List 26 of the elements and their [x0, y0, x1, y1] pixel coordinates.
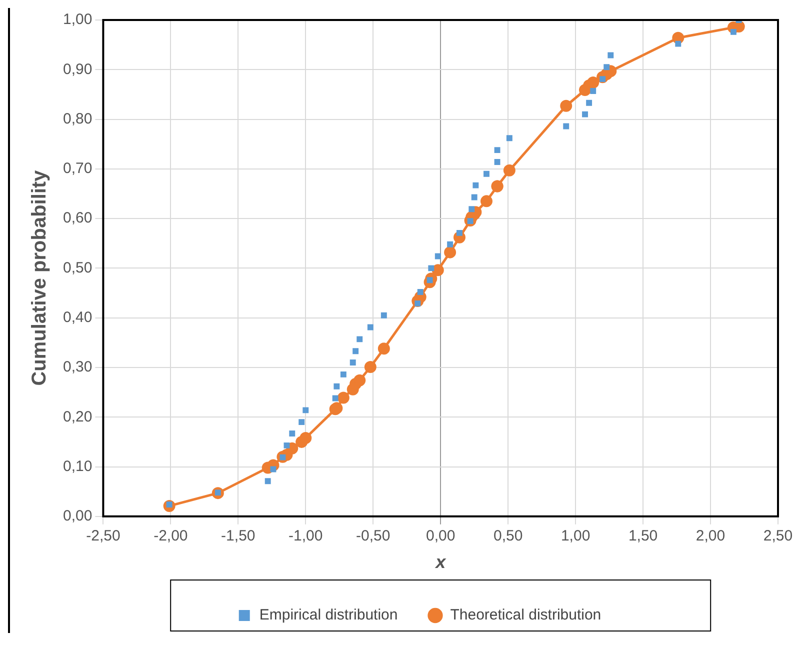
- x-tick-label: -2,00: [154, 528, 188, 545]
- x-tick-label: 2,00: [696, 528, 726, 545]
- y-tick-label: 0,90: [62, 60, 92, 78]
- y-tick-label: 1,00: [62, 11, 92, 28]
- x-tick-label: -1,50: [221, 528, 256, 545]
- y-tick-label: 0,70: [62, 160, 92, 178]
- legend-label: Theoretical distribution: [450, 606, 602, 624]
- y-tick-label: 0,00: [62, 508, 92, 525]
- y-tick-label: 0,50: [62, 259, 92, 276]
- x-tick-label: -1,00: [288, 528, 323, 545]
- x-tick-label: 0,50: [493, 528, 523, 545]
- y-axis-title: Cumulative probability: [28, 170, 52, 386]
- x-tick-label: 2,50: [763, 528, 793, 545]
- legend-label: Empirical distribution: [259, 606, 398, 624]
- y-tick-label: 0,40: [62, 308, 92, 326]
- x-tick-label: -0,50: [356, 528, 390, 545]
- y-tick-label: 0,60: [62, 210, 92, 227]
- x-tick-label: 0,00: [426, 528, 456, 545]
- y-tick-label: 0,30: [62, 358, 92, 376]
- y-tick-label: 0,10: [62, 458, 92, 475]
- x-axis-title: x: [434, 552, 447, 572]
- x-tick-label: 1,50: [628, 528, 658, 545]
- x-tick-label: -2,50: [86, 528, 120, 545]
- x-tick-label: 1,00: [560, 528, 590, 545]
- y-tick-label: 0,20: [62, 408, 92, 426]
- y-tick-label: 0,80: [62, 110, 92, 128]
